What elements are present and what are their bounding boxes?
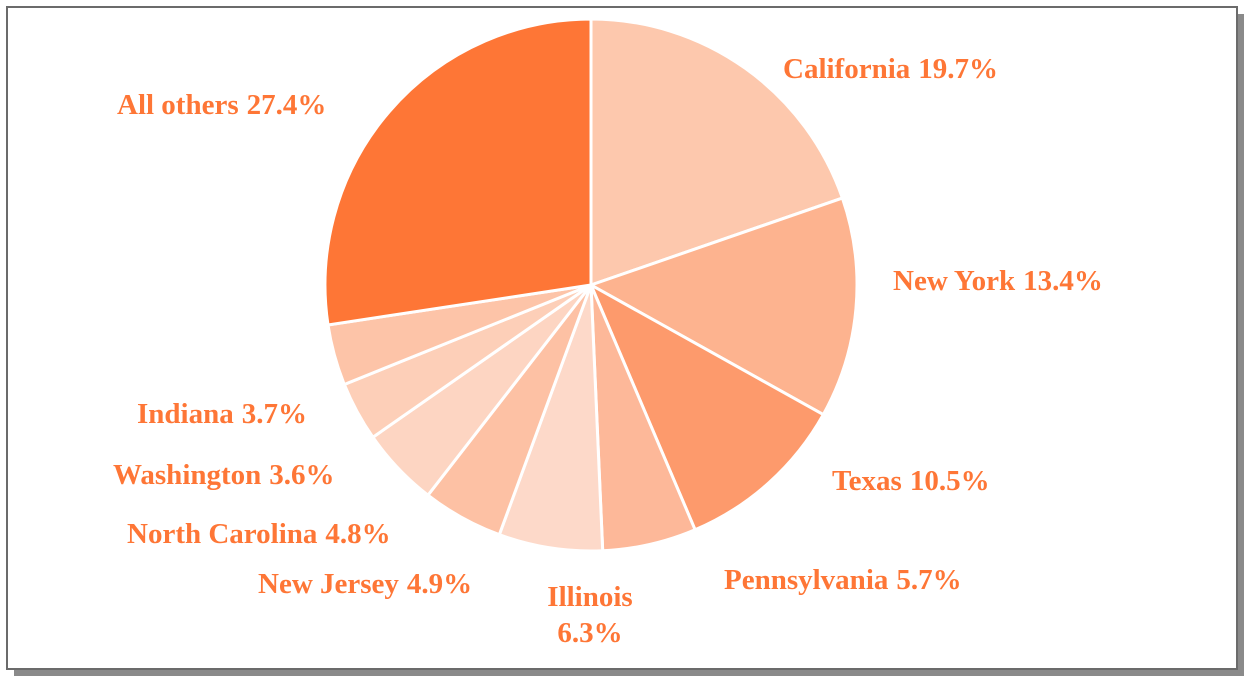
- slice-name: New Jersey: [258, 568, 399, 600]
- slice-label: California 19.7%: [783, 53, 998, 85]
- slice-name: Washington: [113, 459, 261, 491]
- slice-label: New Jersey 4.9%: [258, 568, 472, 600]
- slice-name: Texas: [832, 465, 902, 497]
- pie-slice: [323, 17, 593, 327]
- slice-value: 3.6%: [269, 459, 334, 491]
- slice-value: 4.8%: [325, 518, 390, 550]
- slice-label: North Carolina 4.8%: [127, 518, 391, 550]
- slice-value: 13.4%: [1023, 265, 1103, 297]
- slice-value: 6.3%: [557, 617, 622, 649]
- slice-value: 19.7%: [918, 53, 998, 85]
- slice-label: All others 27.4%: [117, 89, 326, 121]
- slice-name: Pennsylvania: [724, 564, 889, 596]
- labels: California 19.7% New York 13.4% Texas 10.5% Pe…: [113, 53, 1103, 649]
- slice-name: California: [783, 53, 911, 85]
- slice-value: 4.9%: [407, 568, 472, 600]
- slice-label: Washington 3.6%: [113, 459, 335, 491]
- slice-name: Indiana: [137, 398, 234, 430]
- pie-slice: [587, 196, 859, 417]
- slice-label: Indiana 3.7%: [137, 398, 307, 430]
- slice-label: Pennsylvania 5.7%: [724, 564, 962, 596]
- slice-name: North Carolina: [127, 518, 318, 550]
- slice-value: 3.7%: [242, 398, 307, 430]
- slice-label: Texas 10.5%: [832, 465, 990, 497]
- slice-value: 27.4%: [247, 89, 327, 121]
- slice-name: Illinois: [547, 581, 632, 613]
- slice-value: 5.7%: [896, 564, 961, 596]
- slice-label: Illinois 6.3%: [547, 581, 632, 649]
- slice-name: All others: [117, 89, 239, 121]
- slice-value: 10.5%: [910, 465, 990, 497]
- pie: [323, 17, 859, 553]
- slice-name: New York: [893, 265, 1016, 297]
- pie-slice: [587, 281, 826, 532]
- slice-label: New York 13.4%: [893, 265, 1103, 297]
